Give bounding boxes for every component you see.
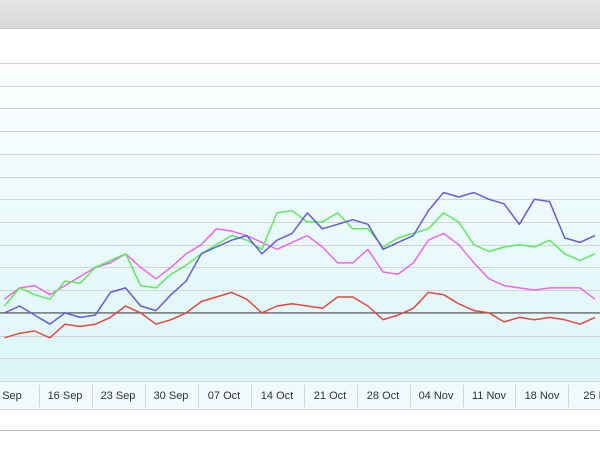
series-line — [4, 191, 596, 325]
series-line — [3, 209, 596, 307]
x-tick-label: 14 Oct — [261, 390, 293, 402]
x-tick-label: Sep — [2, 390, 22, 402]
top-bar — [0, 0, 600, 28]
x-tick-label: 18 Nov — [525, 390, 560, 402]
x-tick-label: 07 Oct — [208, 390, 240, 402]
x-axis: Sep 16 Sep 23 Sep 30 Sep 07 Oct 14 Oct 21 Oct 2… — [2, 385, 600, 407]
x-tick-label: 16 Sep — [48, 390, 83, 402]
x-tick-label: 28 Oct — [367, 390, 399, 402]
x-tick-label: 11 Nov — [472, 390, 507, 402]
x-tick-label: 30 Sep — [154, 390, 189, 402]
series-line — [3, 228, 596, 300]
plot-background — [0, 40, 600, 381]
x-tick-label: 04 Nov — [419, 390, 454, 402]
series-lines — [0, 191, 600, 339]
x-tick-label: 21 Oct — [314, 390, 346, 402]
x-axis-band — [0, 381, 600, 409]
x-tick-label: 25 N — [583, 390, 600, 402]
x-tick-label: 23 Sep — [101, 390, 136, 402]
series-line — [4, 291, 596, 339]
